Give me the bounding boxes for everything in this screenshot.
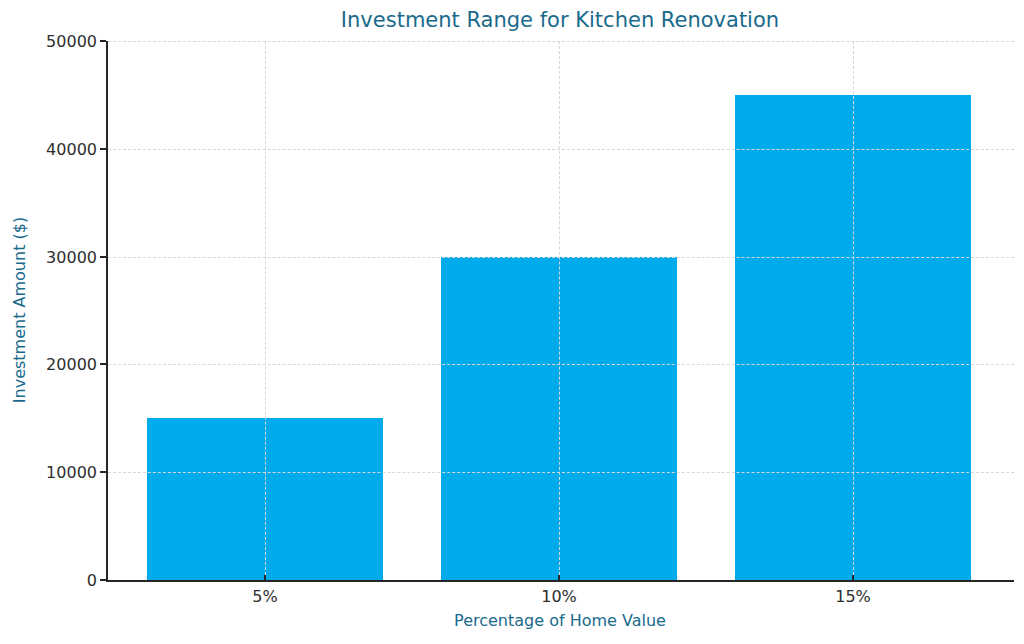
x-tick-label: 10% [541,587,577,606]
grid-line-horizontal [108,472,1014,473]
y-tick-label: 20000 [46,355,97,374]
y-tick-label: 30000 [46,247,97,266]
plot-area [106,41,1014,582]
x-tick-label: 5% [252,587,277,606]
y-tick [100,256,106,258]
y-tick [100,40,106,42]
grid-line-horizontal [108,41,1014,42]
y-tick-label: 50000 [46,32,97,51]
y-tick-label: 10000 [46,463,97,482]
y-tick [100,363,106,365]
y-tick [100,579,106,581]
y-tick [100,471,106,473]
y-tick-label: 40000 [46,139,97,158]
grid-line-vertical [853,41,854,580]
grid-line-horizontal [108,257,1014,258]
y-tick [100,148,106,150]
x-tick [264,575,266,580]
grid-line-vertical [265,41,266,580]
grid-line-horizontal [108,364,1014,365]
grid-line-horizontal [108,149,1014,150]
y-tick-labels: 01000020000300004000050000 [0,41,97,580]
x-tick-label: 15% [835,587,871,606]
x-tick [558,575,560,580]
x-axis-title: Percentage of Home Value [106,611,1014,630]
x-tick [852,575,854,580]
grid-line-vertical [559,41,560,580]
bar-chart-figure: Investment Range for Kitchen Renovation … [0,0,1024,644]
x-tick-labels: 5% 10% 15% [108,587,1014,609]
chart-title: Investment Range for Kitchen Renovation [106,8,1014,32]
y-tick-label: 0 [87,571,97,590]
